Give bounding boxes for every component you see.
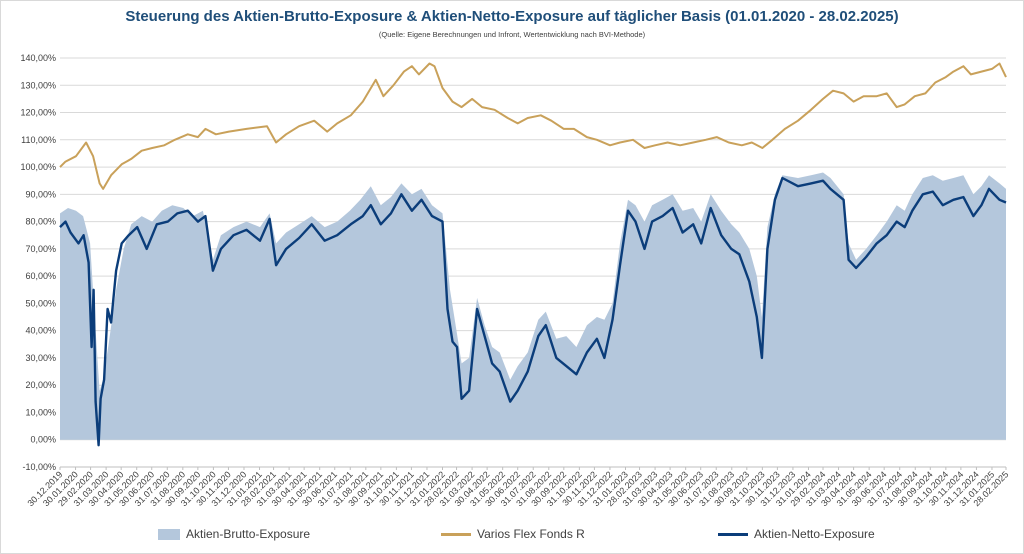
y-tick-label: 60,00% — [25, 271, 56, 281]
y-tick-label: 20,00% — [25, 380, 56, 390]
legend-swatch-netto — [718, 532, 748, 536]
legend-item-netto: Aktien-Netto-Exposure — [718, 527, 875, 541]
y-tick-label: -10,00% — [22, 462, 56, 472]
y-axis: 140,00% 130,00% 120,00% 110,00% 100,00% 90,00… — [20, 53, 56, 472]
y-tick-label: 100,00% — [20, 162, 56, 172]
y-tick-label: 70,00% — [25, 244, 56, 254]
x-axis: 30.12.201930.01.202029.02.202031.03.2020… — [25, 466, 1010, 508]
y-tick-label: 110,00% — [21, 135, 56, 145]
y-tick-label: 10,00% — [25, 407, 56, 417]
legend-item-fonds: Varios Flex Fonds R — [441, 527, 585, 541]
legend-label-netto: Aktien-Netto-Exposure — [754, 527, 875, 541]
legend-swatch-fonds — [441, 532, 471, 536]
y-tick-label: 0,00% — [30, 435, 56, 445]
series-area-brutto — [60, 172, 1006, 440]
legend-label-fonds: Varios Flex Fonds R — [477, 527, 585, 541]
y-tick-label: 50,00% — [25, 298, 56, 308]
chart-subtitle: (Quelle: Eigene Berechnungen und Infront… — [378, 30, 646, 39]
series-layer — [59, 62, 1007, 447]
chart-title: Steuerung des Aktien-Brutto-Exposure & A… — [125, 8, 899, 25]
y-tick-label: 80,00% — [25, 217, 56, 227]
legend-item-brutto: Aktien-Brutto-Exposure — [158, 527, 310, 541]
series-line-netto — [59, 176, 1007, 447]
y-tick-label: 40,00% — [25, 326, 56, 336]
y-tick-label: 90,00% — [25, 189, 56, 199]
legend-swatch-brutto — [158, 528, 180, 540]
y-tick-label: 140,00% — [20, 53, 56, 63]
legend: Aktien-Brutto-Exposure Varios Flex Fonds… — [0, 527, 1024, 545]
y-tick-label: 120,00% — [20, 108, 56, 118]
y-tick-label: 130,00% — [20, 80, 56, 90]
legend-label-brutto: Aktien-Brutto-Exposure — [186, 527, 311, 541]
series-line-fonds — [59, 62, 1007, 190]
y-tick-label: 30,00% — [25, 353, 56, 363]
